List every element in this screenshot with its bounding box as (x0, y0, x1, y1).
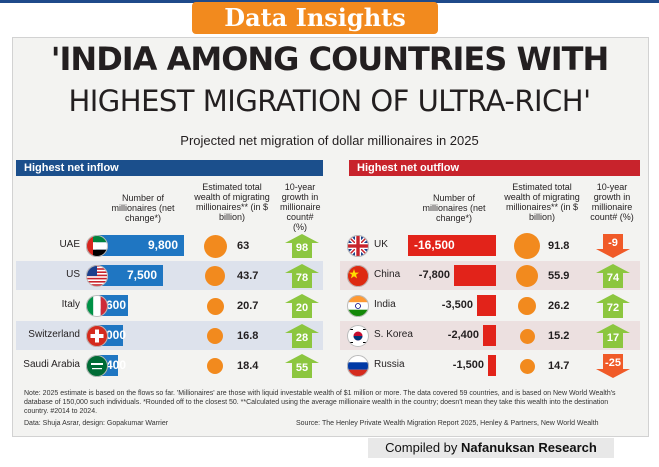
outflow-bar (483, 325, 496, 346)
inflow-wealth-value: 18.4 (237, 360, 259, 372)
outflow-bar-value: -1,500 (452, 359, 484, 371)
outflow-wealth-circle (518, 297, 536, 315)
outflow-bar-value: -2,400 (447, 329, 479, 341)
inflow-wealth-circle (205, 266, 225, 286)
inflow-wealth-circle (206, 297, 224, 315)
outflow-country-label: India (374, 299, 396, 310)
inflow-growth-arrow (285, 294, 319, 318)
outflow-bar (408, 235, 496, 256)
outflow-bar (477, 295, 496, 316)
inflow-wealth-value: 63 (237, 240, 250, 252)
inflow-wealth-circle (207, 358, 223, 374)
inflow-country-label: Italy (61, 299, 80, 310)
inflow-wealth-value: 20.7 (237, 300, 259, 312)
inflow-bar-value: 9,800 (147, 238, 178, 252)
inflow-growth-label: 28 (295, 332, 309, 344)
us-flag (86, 265, 108, 287)
outflow-wealth-value: 26.2 (548, 300, 570, 312)
compiled-by-box: Compiled by Nafanuksan Research (368, 438, 614, 458)
outflow-bar-value: -7,800 (418, 269, 450, 281)
outflow-wealth-value: 14.7 (548, 360, 570, 372)
outflow-growth-label: -9 (608, 237, 618, 249)
outflow-growth-arrow (596, 324, 630, 348)
inflow-growth-header: 10-year growth in millionaire count# (%) (280, 182, 321, 232)
outflow-country-label: UK (374, 239, 388, 250)
source-line: Source: The Henley Private Wealth Migrat… (296, 420, 599, 427)
outflow-bar-value: -3,500 (441, 299, 473, 311)
saudi-flag (86, 355, 108, 377)
inflow-row-band (16, 321, 323, 350)
outflow-wealth-value: 15.2 (548, 330, 570, 342)
outflow-wealth-circle (516, 265, 538, 287)
inflow-country-label: UAE (59, 239, 80, 250)
switzerland-flag (86, 325, 108, 347)
inflow-wealth-value: 16.8 (237, 330, 259, 342)
outflow-wealth-circle (519, 328, 535, 344)
title-line-1: 'INDIA AMONG COUNTRIES WITH (50, 40, 610, 78)
outflow-country-label: S. Korea (374, 329, 413, 340)
inflow-growth-label: 78 (295, 272, 309, 284)
compiled-prefix: Compiled by (385, 440, 462, 455)
inflow-growth-label: 55 (295, 362, 309, 374)
inflow-growth-arrow (285, 234, 319, 258)
outflow-growth-arrow (596, 264, 630, 288)
outflow-wealth-value: 55.9 (548, 270, 570, 282)
inflow-growth-label: 98 (295, 242, 309, 254)
compiled-name: Nafanuksan Research (461, 440, 597, 455)
outflow-number-header: Number of millionaires (net change*) (422, 193, 486, 223)
outflow-growth-header: 10-year growth in millionaire count# (%) (590, 182, 634, 222)
outflow-bar (454, 265, 496, 286)
outflow-country-label: Russia (374, 359, 405, 370)
outflow-panel-title: Highest net outflow (349, 160, 640, 176)
inflow-growth-arrow (285, 264, 319, 288)
outflow-growth-arrow (596, 354, 630, 378)
outflow-growth-label: -25 (605, 357, 621, 369)
uk-flag (347, 235, 369, 257)
uae-flag (86, 235, 108, 257)
inflow-wealth-header: Estimated total wealth of migrating mill… (194, 182, 270, 222)
outflow-growth-arrow (596, 294, 630, 318)
italy-flag (86, 295, 108, 317)
outflow-bar-value: -16,500 (414, 238, 455, 252)
credit-line: Data: Shuja Asrar, design: Gopakumar War… (24, 420, 169, 427)
outflow-wealth-value: 91.8 (548, 240, 570, 252)
footnote: Note: 2025 estimate is based on the flow… (24, 390, 616, 415)
inflow-growth-label: 20 (295, 302, 309, 314)
russia-flag (347, 355, 369, 377)
skorea-flag (347, 325, 369, 347)
inflow-wealth-circle (203, 234, 227, 258)
inflow-panel-title: Highest net inflow (16, 160, 323, 176)
inflow-number-header: Number of millionaires (net change*) (111, 193, 175, 223)
china-flag (347, 265, 369, 287)
inflow-bar (96, 235, 184, 256)
inflow-row-band (16, 261, 323, 290)
outflow-wealth-circle (519, 358, 535, 374)
outflow-wealth-circle (514, 233, 540, 259)
inflow-growth-arrow (285, 354, 319, 378)
outflow-bar (488, 355, 496, 376)
outflow-country-label: China (374, 269, 401, 280)
outflow-growth-arrow (596, 234, 630, 258)
outflow-growth-label: 17 (606, 332, 620, 344)
title-line-2: HIGHEST MIGRATION OF ULTRA-RICH' (68, 84, 591, 118)
inflow-bar-value: 7,500 (126, 268, 157, 282)
inflow-wealth-circle (207, 328, 223, 344)
inflow-wealth-value: 43.7 (237, 270, 259, 282)
inflow-country-label: Saudi Arabia (23, 359, 80, 370)
inflow-growth-arrow (285, 324, 319, 348)
outflow-growth-label: 74 (606, 272, 620, 284)
inflow-country-label: US (66, 269, 80, 280)
outflow-growth-label: 72 (606, 302, 620, 314)
inflow-country-label: Switzerland (28, 329, 80, 340)
banner: Data Insights (192, 2, 438, 34)
inflow-bar (96, 265, 163, 286)
top-rule (0, 0, 659, 3)
subtitle: Projected net migration of dollar millio… (180, 133, 479, 148)
india-flag (347, 295, 369, 317)
outflow-wealth-header: Estimated total wealth of migrating mill… (504, 182, 580, 222)
